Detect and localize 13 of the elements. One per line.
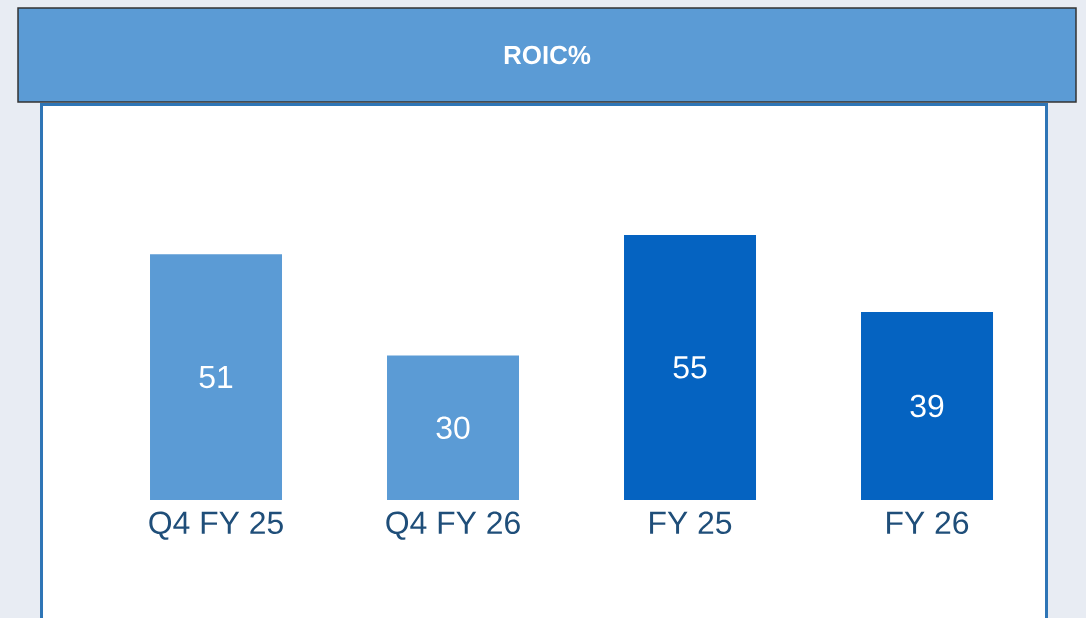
x-tick-label: FY 26 (887, 511, 969, 535)
bar (150, 254, 283, 500)
bar (861, 312, 994, 500)
data-label: 55 (673, 356, 707, 379)
x-tick-label: FY 25 (650, 511, 732, 535)
chart-title: ROIC% (504, 45, 591, 65)
data-label: 39 (910, 394, 944, 418)
bar (624, 234, 757, 500)
x-tick-label: Q4 FY 26 (386, 511, 520, 540)
bar (387, 355, 520, 500)
x-tick-label: Q4 FY 25 (149, 511, 283, 540)
data-label: 51 (199, 365, 233, 389)
data-label: 30 (436, 416, 470, 439)
